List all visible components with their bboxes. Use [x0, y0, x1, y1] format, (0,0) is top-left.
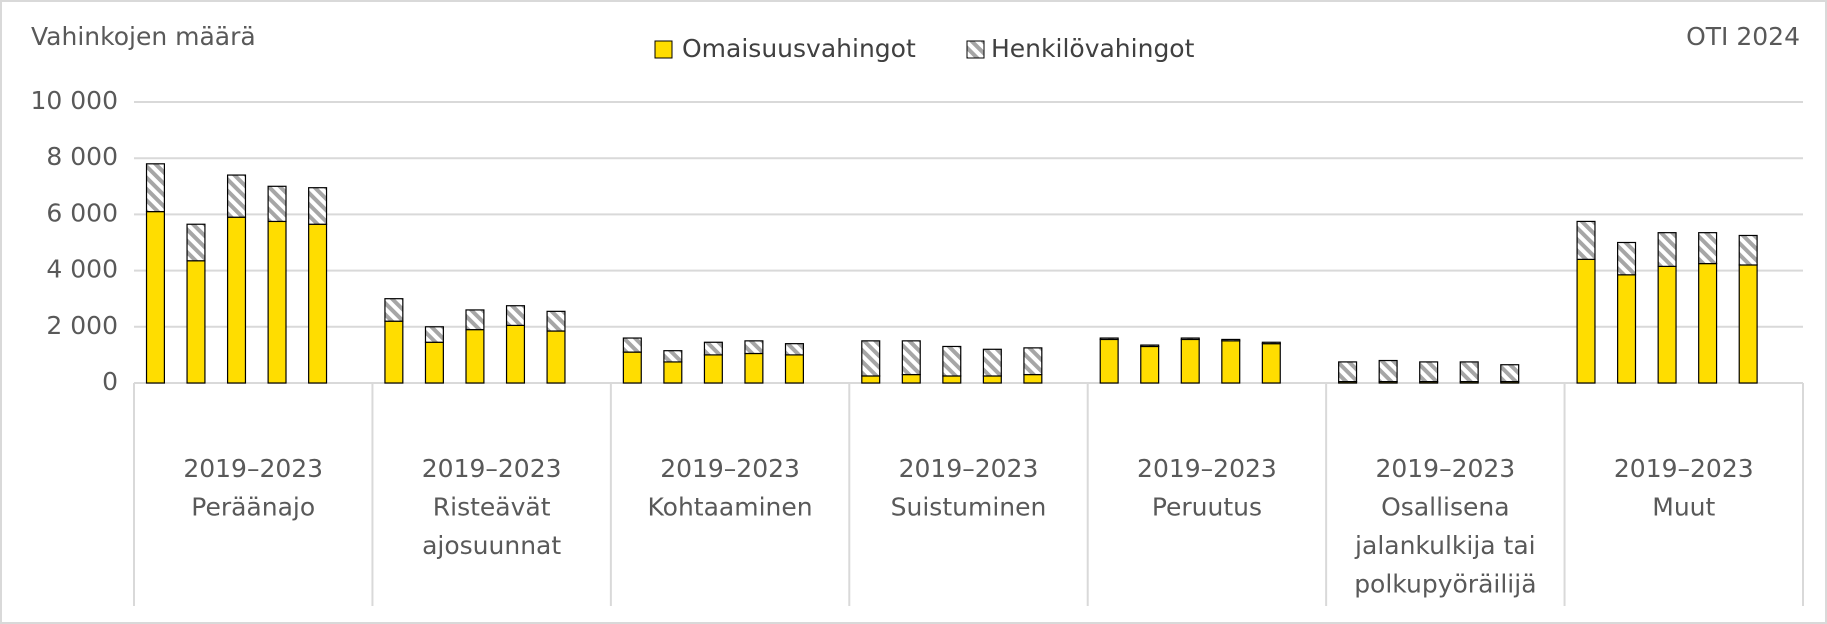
x-tick-label: 2019–2023 [899, 454, 1039, 483]
bar-segment [1698, 232, 1718, 265]
x-tick-label: Kohtaaminen [648, 493, 813, 522]
x-tick-label: ajosuunnat [422, 531, 561, 560]
y-tick-label: 4 000 [46, 255, 118, 284]
bar-segment [982, 375, 1002, 384]
x-tick-label: jalankulkija tai [1354, 531, 1536, 560]
bar-segment [424, 326, 444, 343]
x-tick-label: 2019–2023 [1137, 454, 1277, 483]
bar-segment [861, 340, 881, 377]
bar-segment [505, 324, 526, 384]
bar-segment [465, 329, 485, 384]
bar-segment [1698, 262, 1718, 384]
bar-segment [1459, 361, 1479, 383]
bar-segment [1180, 337, 1200, 341]
bar-segment [1099, 337, 1119, 341]
bar-segment [308, 223, 328, 384]
bar-segment [226, 174, 247, 218]
bar-segment [546, 330, 566, 384]
bar-segment [1221, 338, 1241, 342]
y-tick-label: 6 000 [46, 198, 118, 227]
annotation: OTI 2024 [1686, 22, 1800, 51]
bar-segment [1738, 264, 1758, 384]
x-tick-label: Peräänajo [191, 493, 315, 522]
legend-label: Henkilövahingot [991, 34, 1195, 63]
bar-segment [546, 310, 566, 332]
bar-segment [744, 340, 764, 355]
bar-segment [1023, 373, 1043, 384]
bar-segment [784, 343, 804, 356]
bar-segment [505, 305, 526, 326]
bar-segment [1617, 241, 1637, 276]
bar-segment [901, 373, 921, 384]
bar-segment [663, 361, 683, 384]
bar-segment [226, 216, 247, 384]
bar-segment [424, 341, 444, 384]
x-tick-label: 2019–2023 [660, 454, 800, 483]
x-tick-label: Suistuminen [891, 493, 1047, 522]
x-tick-label: 2019–2023 [422, 454, 562, 483]
x-tick-label: 2019–2023 [1375, 454, 1515, 483]
bar-segment [145, 210, 165, 384]
bar-segment [267, 185, 287, 223]
bar-segment [703, 354, 723, 384]
bar-segment [861, 375, 881, 384]
bar-segment [622, 351, 642, 384]
y-tick-label: 2 000 [46, 311, 118, 340]
bar-segment [622, 337, 642, 353]
bar-segment [1140, 344, 1160, 348]
bar-segment [1738, 234, 1758, 266]
bar-segment [1261, 343, 1281, 384]
bar-segment [1261, 341, 1281, 345]
bar-segment [942, 375, 962, 384]
x-tick-label: Osallisena [1381, 493, 1509, 522]
bar-segment [784, 354, 804, 384]
bar-segment [942, 345, 962, 377]
bar-segment [1221, 340, 1241, 384]
x-tick-label: Muut [1652, 493, 1715, 522]
bar-segment [1338, 361, 1358, 383]
x-tick-label: 2019–2023 [1614, 454, 1754, 483]
bar-segment [1657, 265, 1677, 384]
bar-segment [663, 350, 683, 363]
bar-segment [1180, 338, 1200, 384]
bar-segment [1500, 364, 1520, 383]
y-axis-title: Vahinkojen määrä [31, 22, 256, 51]
bar-segment [901, 340, 921, 376]
bar-segment [1657, 232, 1677, 267]
y-tick-label: 0 [102, 367, 118, 396]
legend-swatch [654, 40, 673, 59]
bar-segment [1023, 347, 1043, 376]
bar-segment [744, 352, 764, 384]
bar-segment [384, 298, 404, 322]
y-tick-label: 8 000 [46, 142, 118, 171]
bar-segment [465, 309, 485, 331]
bar-segment [384, 320, 404, 384]
bar-segment [703, 341, 723, 356]
bar-segment [267, 220, 287, 384]
x-tick-label: polkupyöräilijä [1354, 570, 1536, 599]
bar-segment [1140, 345, 1160, 384]
x-tick-label: 2019–2023 [183, 454, 323, 483]
bar-segment [1419, 361, 1439, 383]
bar-segment [1576, 258, 1596, 384]
bar-segment [1576, 220, 1596, 260]
x-tick-label: Risteävät [433, 493, 551, 522]
y-tick-label: 10 000 [31, 86, 118, 115]
bar-segment [1378, 359, 1398, 383]
bar-segment [186, 223, 206, 262]
legend-swatch [966, 40, 985, 59]
bar-segment [982, 348, 1002, 377]
x-tick-label: Peruutus [1152, 493, 1262, 522]
bar-segment [1617, 274, 1637, 384]
legend-label: Omaisuusvahingot [682, 34, 916, 63]
bar-segment [186, 260, 206, 384]
bar-segment [145, 163, 165, 213]
bar-segment [308, 187, 328, 225]
bar-segment [1099, 338, 1119, 384]
